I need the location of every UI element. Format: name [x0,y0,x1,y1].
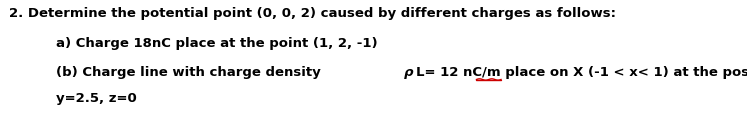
Text: (b) Charge line with charge density: (b) Charge line with charge density [56,66,326,79]
Text: y=2.5, z=0: y=2.5, z=0 [56,92,137,105]
Text: ρ: ρ [403,66,413,79]
Text: L= 12 nC/m place on X (-1 < x< 1) at the position: L= 12 nC/m place on X (-1 < x< 1) at the… [416,66,747,79]
Text: 2. Determine the potential point (0, 0, 2) caused by different charges as follow: 2. Determine the potential point (0, 0, … [9,7,616,20]
Text: a) Charge 18nC place at the point (1, 2, -1): a) Charge 18nC place at the point (1, 2,… [56,37,378,50]
